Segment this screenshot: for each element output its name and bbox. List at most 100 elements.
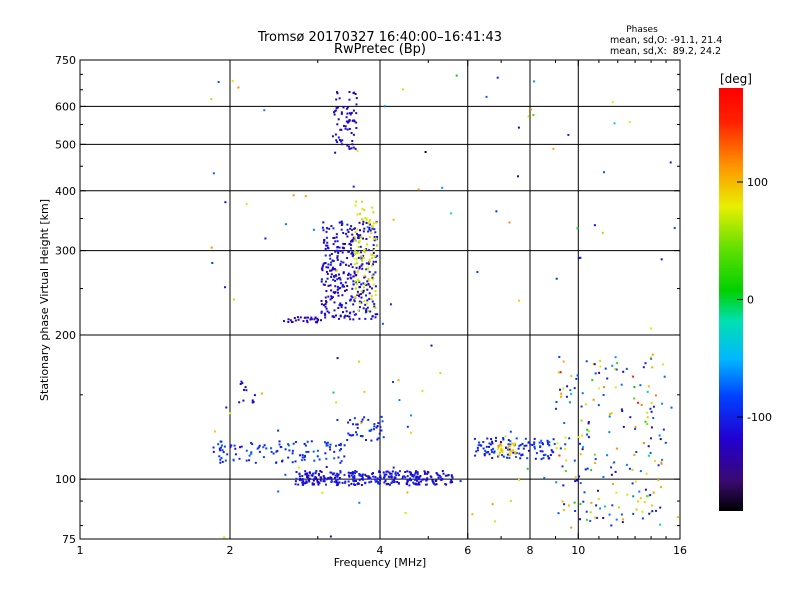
data-point <box>494 520 496 523</box>
data-point <box>340 304 343 306</box>
data-point <box>650 402 653 404</box>
data-point <box>306 321 309 324</box>
data-point <box>243 388 245 391</box>
data-point <box>321 266 324 269</box>
data-point <box>519 444 522 446</box>
data-point <box>358 286 361 289</box>
data-point <box>321 269 324 272</box>
data-point <box>330 269 333 272</box>
data-point <box>305 481 308 484</box>
data-point <box>358 501 361 504</box>
data-point <box>643 501 646 503</box>
data-point <box>358 295 361 298</box>
data-point <box>597 489 599 492</box>
data-point <box>367 282 370 285</box>
data-point <box>329 257 332 260</box>
y-tick-label: 300 <box>55 245 76 258</box>
data-point <box>345 310 348 313</box>
y-tick-label: 750 <box>55 54 76 67</box>
data-point <box>504 435 507 438</box>
data-point <box>263 444 266 447</box>
data-point <box>493 451 496 454</box>
data-point <box>369 229 372 232</box>
data-point <box>312 450 315 453</box>
data-point <box>340 220 343 223</box>
data-point <box>413 482 416 485</box>
data-point <box>527 115 530 118</box>
data-point <box>546 441 549 444</box>
data-point <box>338 276 341 279</box>
data-point <box>610 524 613 527</box>
data-point <box>618 506 620 509</box>
data-point <box>373 303 376 305</box>
data-point <box>373 428 375 431</box>
data-point <box>391 470 394 473</box>
grid <box>80 60 680 539</box>
data-point <box>651 353 654 356</box>
data-point <box>326 272 329 275</box>
data-point <box>332 391 335 394</box>
data-point <box>645 472 648 475</box>
data-point <box>372 475 375 478</box>
data-point <box>426 472 429 475</box>
data-point <box>324 452 327 455</box>
data-point <box>350 252 353 255</box>
data-point <box>408 484 411 487</box>
data-point <box>344 481 347 484</box>
data-point <box>631 482 634 485</box>
data-point <box>224 201 227 204</box>
data-point <box>564 443 567 446</box>
data-point <box>334 274 337 277</box>
data-point <box>370 439 373 442</box>
data-point <box>370 264 373 267</box>
data-point <box>346 128 349 131</box>
data-point <box>485 445 488 448</box>
data-point <box>277 429 280 432</box>
data-point <box>306 472 309 475</box>
data-point <box>506 456 509 459</box>
data-point <box>430 344 433 347</box>
data-point <box>325 442 328 445</box>
data-point <box>333 316 336 319</box>
data-point <box>330 275 333 278</box>
data-point <box>346 144 349 147</box>
data-point <box>391 480 394 483</box>
data-point <box>505 447 508 449</box>
data-point <box>663 375 666 378</box>
data-point <box>533 441 536 444</box>
data-point <box>539 450 542 453</box>
data-point <box>358 317 361 320</box>
data-point <box>251 443 254 446</box>
data-point <box>495 210 498 213</box>
x-tick-label: 2 <box>227 544 234 557</box>
data-point <box>390 482 393 484</box>
data-point <box>360 264 363 267</box>
data-point <box>412 475 415 478</box>
data-point <box>330 297 333 300</box>
data-point <box>325 244 328 247</box>
data-point <box>346 235 349 238</box>
data-point <box>587 421 590 423</box>
data-point <box>411 473 414 476</box>
data-point <box>546 439 549 442</box>
data-point <box>410 479 412 482</box>
data-point <box>398 399 401 402</box>
data-point <box>648 512 651 515</box>
data-point <box>334 476 336 479</box>
data-point <box>541 442 544 444</box>
data-point <box>602 517 605 519</box>
data-point <box>250 451 253 454</box>
data-point <box>349 318 352 321</box>
data-point <box>415 477 418 479</box>
data-point <box>357 293 360 296</box>
data-point <box>358 306 361 309</box>
data-point <box>316 320 319 323</box>
data-point <box>340 224 343 226</box>
data-point <box>363 416 366 419</box>
data-point <box>340 260 343 263</box>
data-point <box>250 441 253 444</box>
data-point <box>568 437 571 440</box>
data-point <box>348 147 351 150</box>
data-point <box>354 280 357 283</box>
data-point <box>322 229 325 232</box>
